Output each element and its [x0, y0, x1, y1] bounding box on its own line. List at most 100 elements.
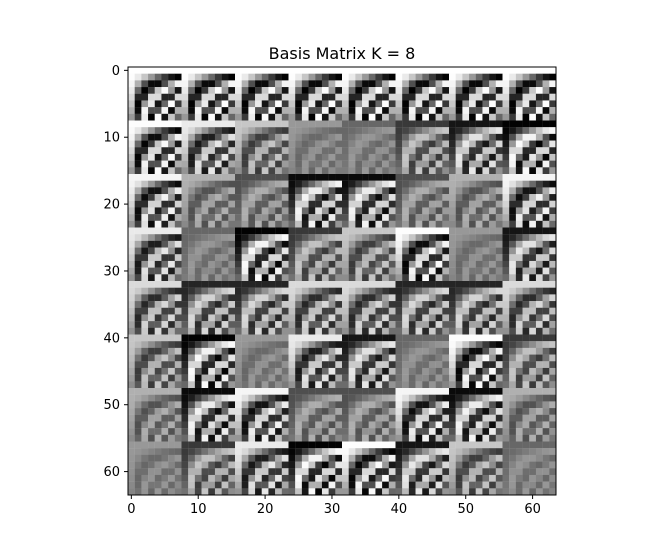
- heatmap-cell: [475, 408, 483, 415]
- heatmap-cell: [395, 227, 403, 235]
- heatmap-cell: [415, 127, 423, 135]
- heatmap-cell: [435, 240, 443, 248]
- heatmap-cell: [154, 67, 162, 74]
- heatmap-cell: [382, 381, 389, 389]
- heatmap-cell: [288, 107, 296, 114]
- heatmap-cell: [321, 314, 329, 322]
- heatmap-cell: [228, 354, 236, 362]
- heatmap-cell: [288, 334, 296, 342]
- heatmap-cell: [321, 374, 329, 382]
- heatmap-cell: [428, 227, 436, 235]
- heatmap-cell: [442, 367, 450, 375]
- heatmap-cell: [174, 254, 182, 262]
- heatmap-cell: [342, 374, 349, 382]
- heatmap-cell: [348, 321, 356, 328]
- heatmap-cell: [168, 394, 175, 402]
- heatmap-cell: [248, 73, 256, 81]
- heatmap-cell: [442, 167, 450, 175]
- heatmap-cell: [542, 281, 550, 288]
- heatmap-cell: [395, 147, 403, 155]
- heatmap-cell: [535, 214, 543, 221]
- heatmap-cell: [154, 214, 162, 221]
- heatmap-cell: [542, 354, 550, 362]
- heatmap-cell: [301, 448, 309, 456]
- heatmap-cell: [535, 153, 543, 161]
- heatmap-cell: [214, 200, 222, 208]
- heatmap-cell: [308, 381, 316, 389]
- heatmap-cell: [308, 334, 316, 342]
- heatmap-cell: [368, 408, 376, 415]
- heatmap-cell: [435, 408, 443, 415]
- heatmap-cell: [174, 153, 182, 161]
- heatmap-cell: [449, 327, 456, 335]
- heatmap-cell: [301, 307, 309, 315]
- heatmap-cell: [475, 73, 483, 81]
- heatmap-cell: [382, 441, 389, 449]
- heatmap-cell: [368, 274, 376, 282]
- heatmap-cell: [201, 448, 209, 456]
- heatmap-cell: [308, 461, 316, 469]
- heatmap-cell: [201, 281, 209, 288]
- heatmap-cell: [402, 100, 410, 108]
- heatmap-cell: [475, 434, 483, 442]
- heatmap-cell: [455, 247, 463, 255]
- heatmap-cell: [469, 180, 476, 188]
- heatmap-cell: [368, 354, 376, 362]
- heatmap-cell: [308, 414, 316, 422]
- heatmap-cell: [549, 140, 557, 148]
- heatmap-cell: [181, 394, 189, 402]
- heatmap-cell: [134, 421, 142, 429]
- heatmap-cell: [168, 247, 175, 255]
- heatmap-cell: [388, 100, 396, 108]
- heatmap-cell: [455, 408, 463, 415]
- heatmap-cell: [335, 341, 343, 349]
- heatmap-cell: [515, 107, 523, 114]
- x-tick-label: 40: [391, 502, 408, 517]
- heatmap-cell: [208, 194, 216, 201]
- heatmap-cell: [221, 127, 229, 135]
- heatmap-cell: [321, 153, 329, 161]
- heatmap-cell: [161, 294, 169, 302]
- heatmap-cell: [141, 247, 149, 255]
- heatmap-cell: [515, 434, 523, 442]
- heatmap-cell: [248, 374, 256, 382]
- heatmap-cell: [462, 287, 470, 295]
- heatmap-cell: [214, 341, 222, 349]
- heatmap-cell: [268, 73, 276, 81]
- heatmap-cell: [214, 167, 222, 175]
- heatmap-cell: [295, 367, 303, 375]
- heatmap-cell: [515, 133, 523, 141]
- heatmap-cell: [502, 428, 510, 435]
- heatmap-cell: [194, 481, 202, 489]
- heatmap-cell: [489, 174, 496, 181]
- heatmap-cell: [295, 227, 303, 235]
- heatmap-cell: [328, 481, 336, 489]
- heatmap-cell: [228, 347, 236, 355]
- heatmap-cell: [462, 200, 470, 208]
- heatmap-cell: [388, 133, 396, 141]
- heatmap-cell: [281, 374, 289, 382]
- heatmap-cell: [221, 468, 229, 476]
- heatmap-cell: [168, 314, 175, 322]
- heatmap-cell: [208, 274, 216, 282]
- heatmap-cell: [221, 434, 229, 442]
- heatmap-cell: [194, 307, 202, 315]
- heatmap-cell: [154, 301, 162, 308]
- heatmap-cell: [228, 107, 236, 114]
- heatmap-cell: [194, 454, 202, 462]
- heatmap-cell: [475, 374, 483, 382]
- heatmap-cell: [228, 234, 236, 242]
- heatmap-cell: [301, 361, 309, 369]
- heatmap-cell: [428, 80, 436, 88]
- heatmap-cell: [515, 281, 523, 288]
- heatmap-cell: [522, 220, 530, 228]
- heatmap-cell: [321, 227, 329, 235]
- heatmap-cell: [328, 147, 336, 155]
- heatmap-cell: [402, 247, 410, 255]
- heatmap-cell: [275, 354, 282, 362]
- heatmap-cell: [301, 100, 309, 108]
- heatmap-cell: [301, 207, 309, 215]
- heatmap-cell: [281, 107, 289, 114]
- heatmap-cell: [328, 214, 336, 221]
- heatmap-cell: [422, 160, 430, 168]
